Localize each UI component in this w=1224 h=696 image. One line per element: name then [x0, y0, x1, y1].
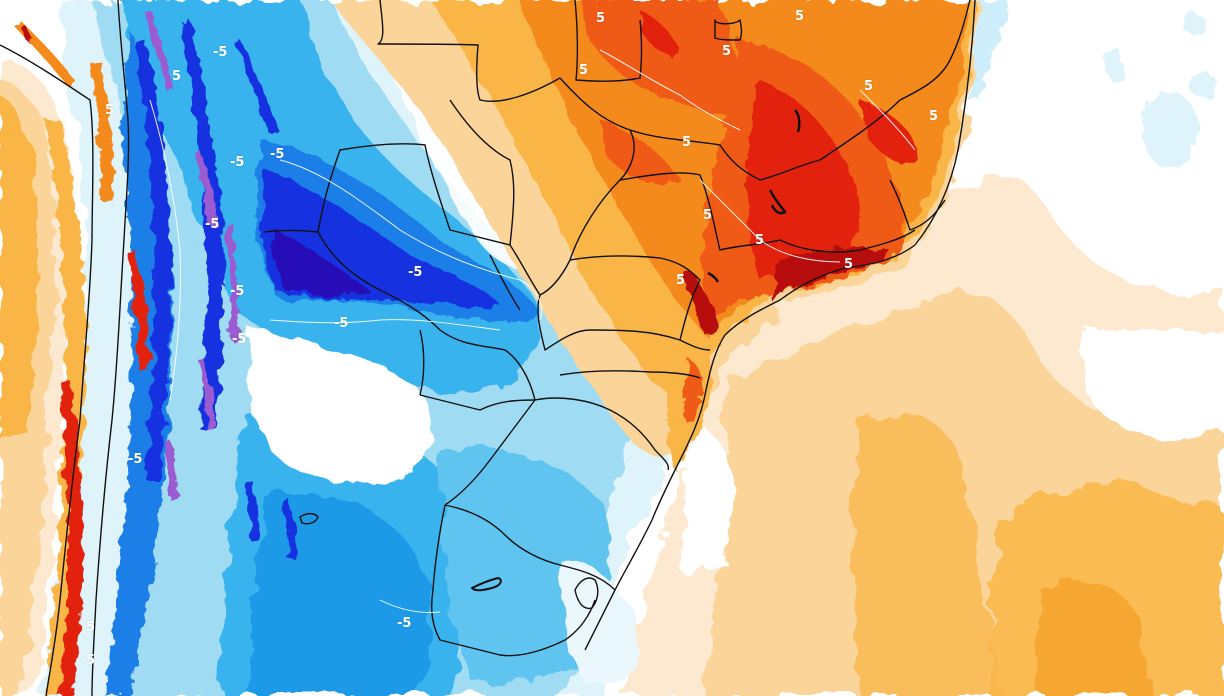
contour-label: 5 [682, 135, 692, 150]
reservoir-uruguay [471, 577, 502, 592]
contour-label: 5 [722, 44, 732, 59]
andes-warm-streaks [14, 20, 149, 696]
brazil-state-border-sc [559, 370, 701, 379]
uruguay-river-border [431, 504, 596, 657]
rio-grande-do-sul-border [534, 397, 670, 471]
chile-coastline [0, 44, 94, 696]
argentina-province-border-1 [419, 394, 536, 411]
brazil-state-border-sp [569, 255, 701, 341]
contour-label: -5 [230, 155, 245, 170]
chile-argentina-border [91, 0, 130, 696]
contour-label: 5 [795, 9, 805, 24]
argentina-province-border-2 [419, 329, 425, 396]
pacific-warm-region [0, 60, 72, 696]
brazil-state-border-pr [589, 329, 711, 351]
paraguay-bolivia-border [317, 143, 511, 246]
brazil-hot-core [580, 0, 920, 335]
country-borders [0, 0, 976, 696]
contour-label: 5 [844, 257, 854, 272]
argentina-province-border-3 [489, 254, 521, 311]
contour-label: -5 [408, 265, 423, 280]
contour-lines [149, 49, 916, 613]
paraguay-argentina-border [264, 229, 536, 401]
contour-label: 5 [596, 11, 606, 26]
contour-label: -5 [205, 217, 220, 232]
brazil-state-border-mt [574, 0, 643, 83]
brazil-coastline [584, 0, 976, 651]
uruguay-border [444, 504, 616, 591]
bolivia-border [377, 0, 561, 102]
atlantic-warm-region [620, 174, 1224, 696]
reservoir-brazil-1 [794, 109, 801, 133]
lagoa-dos-patos [574, 577, 599, 610]
contour-label: -5 [232, 332, 247, 347]
brazil-bolivia-border [449, 99, 515, 246]
lake-mar-chiquita [299, 512, 319, 525]
ocean-neutral-pockets [680, 0, 1224, 577]
contour-label: 5 [929, 109, 939, 124]
contour-label: -5 [213, 45, 228, 60]
contour-label: 5 [579, 63, 589, 78]
contour-label: 5 [105, 103, 115, 118]
contour-label: 5 [172, 69, 182, 84]
contour-label: -5 [334, 316, 349, 331]
contour-label: 5 [676, 273, 686, 288]
brazil-state-border-go [629, 129, 821, 181]
contour-label: -5 [128, 452, 143, 467]
reservoir-brazil-2 [768, 189, 787, 215]
contour-label: 5 [755, 233, 765, 248]
contour-label: 5 [86, 620, 96, 635]
contour-label: 5 [703, 208, 713, 223]
paraguay-brazil-border [509, 244, 591, 351]
cold-core [256, 140, 540, 323]
reservoir-brazil-3 [707, 271, 720, 283]
brazil-state-border-ba [819, 0, 971, 161]
argentina-brazil-border [444, 399, 536, 506]
contour-label: -5 [270, 147, 285, 162]
contour-label: -5 [397, 616, 412, 631]
brazil-state-border-mg [619, 172, 916, 253]
brazil-state-border-df [714, 19, 743, 41]
contour-label: -5 [230, 284, 245, 299]
contour-label: 5 [864, 79, 874, 94]
contour-label: 5 [86, 653, 96, 668]
